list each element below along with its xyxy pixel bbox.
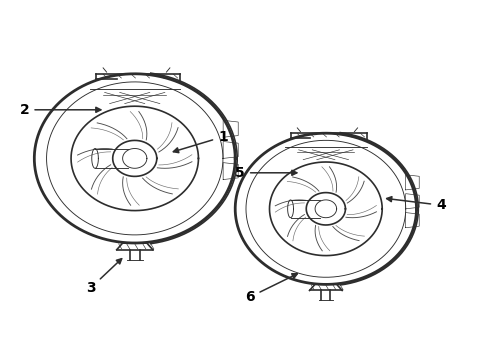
Text: 2: 2 [20, 103, 101, 117]
Text: 3: 3 [86, 259, 122, 295]
Text: 5: 5 [235, 166, 297, 180]
Text: 6: 6 [245, 274, 297, 304]
Text: 4: 4 [387, 197, 446, 212]
Text: 1: 1 [173, 130, 228, 153]
